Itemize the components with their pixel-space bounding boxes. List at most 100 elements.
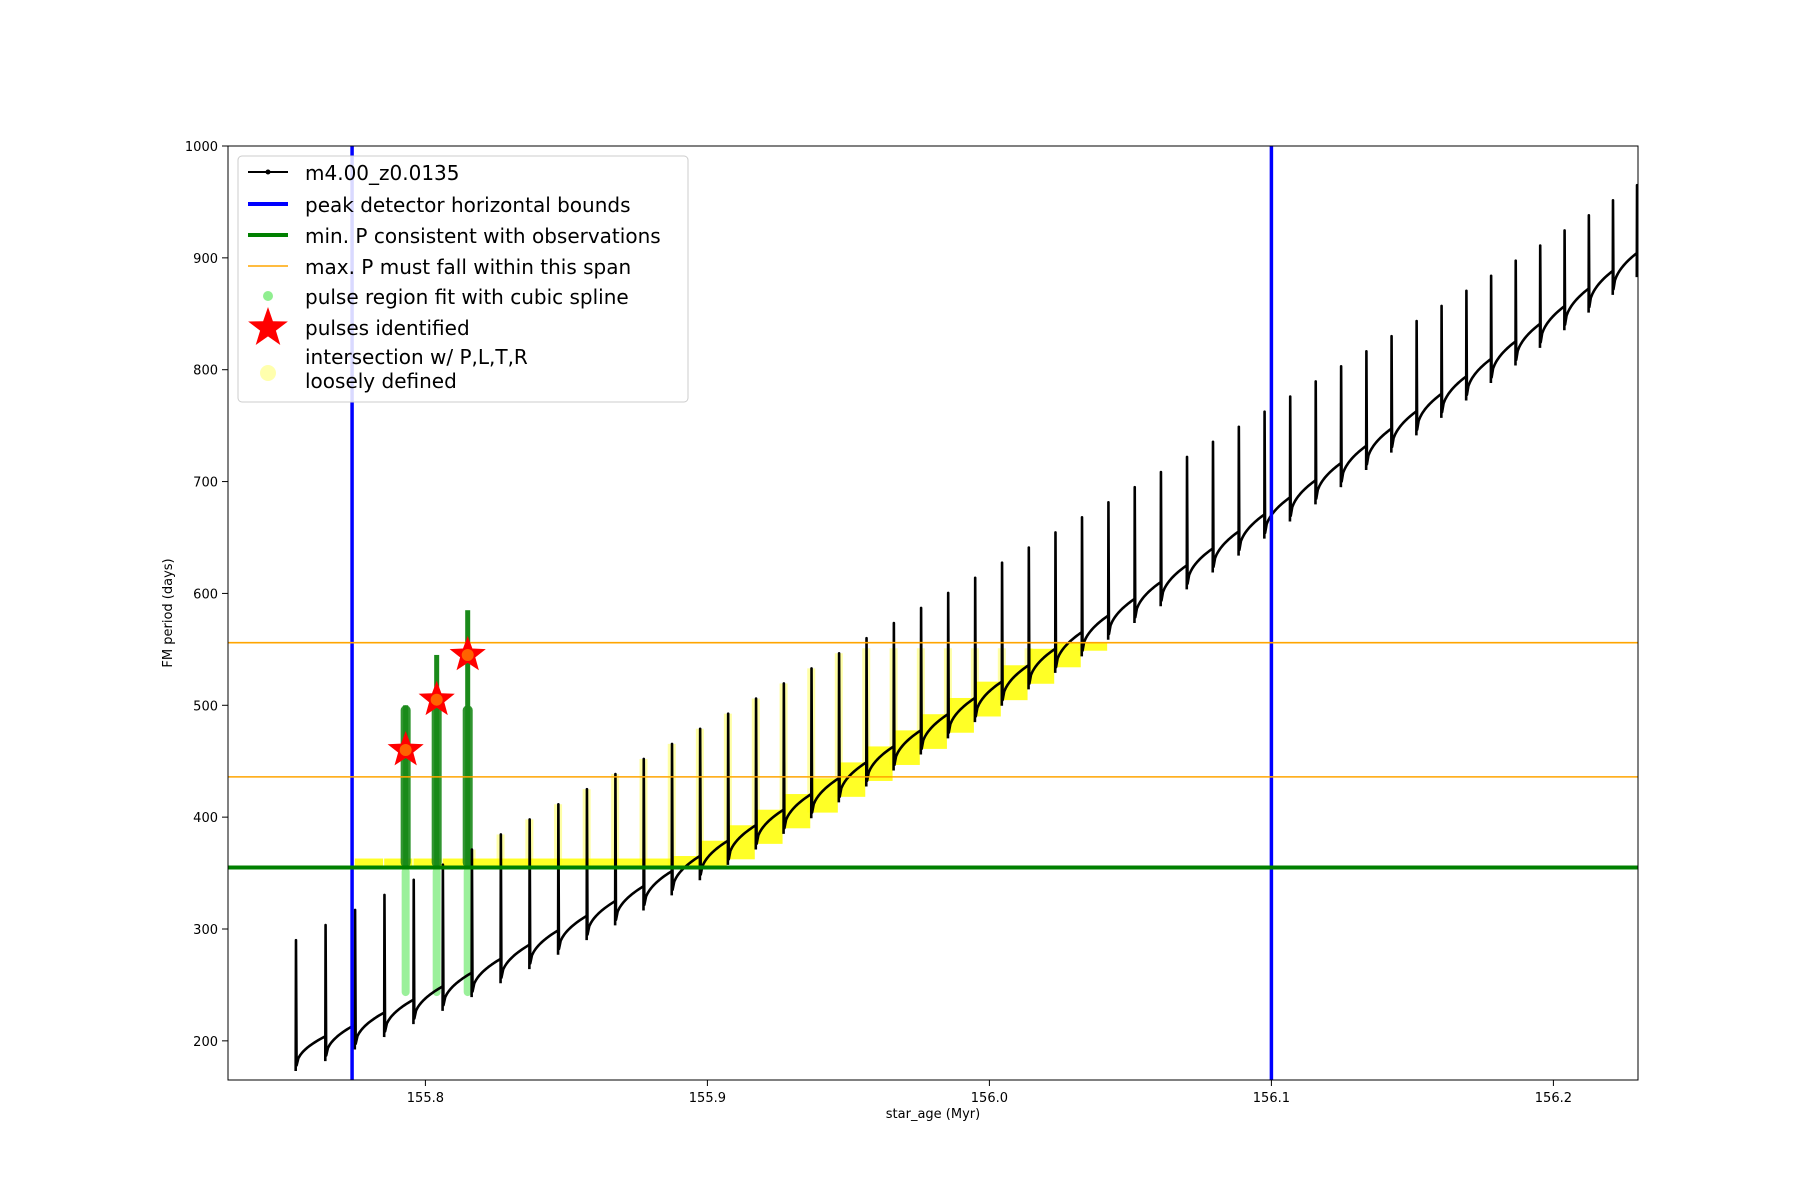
track-cycle — [1211, 440, 1240, 573]
track-cycle — [1027, 546, 1056, 690]
track-cycle — [1263, 410, 1291, 539]
intersection-band — [354, 858, 384, 868]
track-cycle — [1288, 395, 1317, 522]
pulse-star-center — [399, 744, 412, 757]
track-cycle — [1339, 365, 1367, 488]
legend-entry-peak-detector: peak detector horizontal bounds — [248, 193, 631, 217]
track-cycle — [528, 818, 559, 970]
spline-column — [400, 705, 411, 868]
intersection-band — [1001, 665, 1028, 701]
intersection-band — [755, 809, 783, 844]
track-cycle — [382, 893, 415, 1038]
intersection-band — [615, 858, 643, 868]
track-cycle — [499, 833, 531, 984]
track-cycle — [754, 697, 785, 850]
x-axis: 155.8 155.9 156.0 156.1 156.2 — [407, 1080, 1572, 1106]
legend: m4.00_z0.0135 peak detector horizontal b… — [237, 155, 689, 403]
track-cycle — [1237, 425, 1266, 556]
intersection-band — [838, 762, 866, 797]
y-tick-label: 400 — [193, 811, 218, 826]
track-cycle — [1611, 198, 1638, 295]
legend-label: peak detector horizontal bounds — [305, 193, 631, 217]
spline-lower — [463, 867, 472, 997]
track-cycle — [892, 621, 922, 771]
legend-label: pulse region fit with cubic spline — [305, 285, 629, 309]
pulse-star-center — [461, 648, 474, 661]
intersection-band — [671, 856, 699, 868]
model-track — [294, 183, 1638, 1072]
track-cycle — [864, 636, 895, 787]
intersection-band — [811, 778, 838, 813]
track-cycle — [353, 908, 385, 1050]
intersection-band — [893, 730, 920, 765]
intersection-band — [529, 858, 558, 868]
track-cycle — [919, 606, 949, 755]
y-tick-label: 700 — [193, 476, 218, 491]
track-cycle — [1514, 259, 1541, 366]
pulses-identified — [387, 635, 486, 766]
track-cycle — [782, 682, 812, 834]
track-cycle — [1464, 289, 1492, 401]
track-cycle — [470, 848, 502, 998]
y-tick-label: 300 — [193, 923, 218, 938]
y-tick-label: 900 — [193, 252, 218, 267]
legend-entry-pulses: pulses identified — [248, 307, 470, 345]
x-tick-label: 156.0 — [971, 1091, 1008, 1106]
intersection-band — [558, 858, 586, 868]
intersection-band — [471, 858, 500, 868]
track-cycle — [613, 772, 645, 926]
intersection-band — [1081, 642, 1108, 651]
y-tick-label: 600 — [193, 587, 218, 602]
track-cycle — [294, 938, 326, 1072]
spline-lower — [432, 867, 441, 997]
track-cycle — [642, 757, 673, 911]
track-cycle — [585, 787, 616, 941]
y-axis-label: FM period (days) — [161, 558, 176, 667]
y-tick-label: 1000 — [185, 140, 218, 155]
legend-dot-icon — [260, 365, 276, 381]
track-cycle — [556, 802, 588, 955]
track-cycle — [973, 576, 1003, 723]
track-cycle — [1390, 334, 1418, 453]
legend-label: pulses identified — [305, 316, 470, 340]
track-cycle — [946, 591, 976, 739]
track-cycle — [1000, 561, 1030, 706]
track-cycle — [441, 863, 473, 1011]
x-tick-label: 156.2 — [1535, 1091, 1572, 1106]
star-icon — [248, 307, 288, 345]
intersection-band — [586, 858, 615, 868]
legend-entry-spline: pulse region fit with cubic spline — [263, 285, 629, 309]
intersection-band — [500, 858, 529, 868]
legend-dot-icon — [263, 291, 273, 301]
spline-column — [462, 705, 473, 868]
plot-content — [228, 146, 1638, 1080]
track-cycle — [1587, 214, 1614, 313]
spline-lower — [401, 867, 410, 997]
track-cycle — [1159, 470, 1188, 607]
legend-box — [237, 155, 689, 403]
intersection-band — [974, 681, 1001, 717]
track-cycle — [1106, 500, 1136, 640]
x-tick-label: 155.9 — [689, 1091, 726, 1106]
track-cycle — [1314, 380, 1342, 505]
track-cycle — [412, 878, 444, 1025]
x-axis-label: star_age (Myr) — [886, 1107, 980, 1122]
legend-label: m4.00_z0.0135 — [305, 161, 460, 185]
track-cycle — [837, 651, 867, 803]
track-cycle — [1185, 455, 1214, 590]
track-cycle — [726, 712, 757, 865]
track-cycle — [323, 923, 356, 1062]
track-cycle — [1489, 274, 1517, 384]
track-cycle — [1364, 349, 1393, 470]
legend-entry-max-p: max. P must fall within this span — [248, 255, 631, 279]
plot-frame — [227, 145, 1639, 1081]
x-tick-label: 156.1 — [1253, 1091, 1290, 1106]
intersection-band — [727, 825, 755, 860]
intersection-band — [413, 858, 442, 868]
track-cycle — [1133, 485, 1162, 624]
track-cycle — [809, 667, 840, 819]
track-cycle — [1440, 304, 1467, 418]
legend-entry-intersection: intersection w/ P,L,T,R loosely defined — [260, 345, 528, 393]
spline-column — [431, 705, 442, 868]
